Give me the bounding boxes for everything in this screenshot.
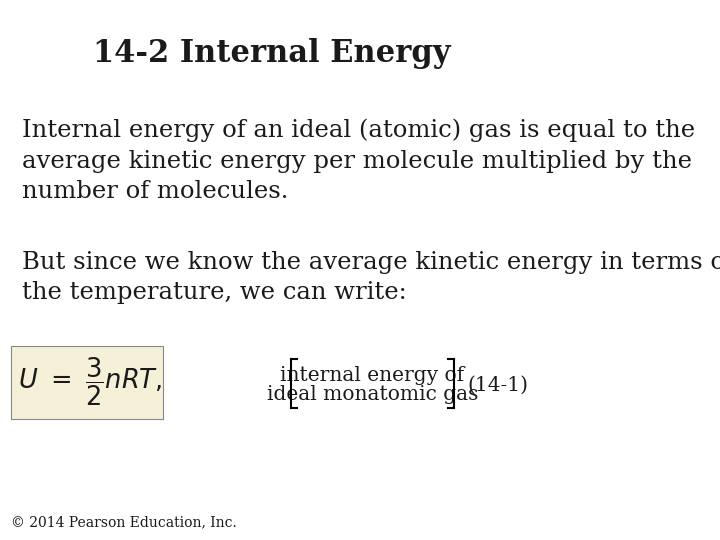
Text: 14-2 Internal Energy: 14-2 Internal Energy	[93, 38, 451, 69]
Text: But since we know the average kinetic energy in terms of
the temperature, we can: But since we know the average kinetic en…	[22, 251, 720, 305]
FancyBboxPatch shape	[11, 346, 163, 418]
Text: © 2014 Pearson Education, Inc.: © 2014 Pearson Education, Inc.	[11, 515, 237, 529]
Text: Internal energy of an ideal (atomic) gas is equal to the
average kinetic energy : Internal energy of an ideal (atomic) gas…	[22, 119, 695, 202]
Text: ideal monatomic gas: ideal monatomic gas	[267, 384, 478, 404]
Text: $U \ = \ \dfrac{3}{2}nRT,$: $U \ = \ \dfrac{3}{2}nRT,$	[17, 356, 162, 408]
Text: internal energy of: internal energy of	[281, 366, 464, 385]
Text: (14-1): (14-1)	[468, 375, 528, 395]
